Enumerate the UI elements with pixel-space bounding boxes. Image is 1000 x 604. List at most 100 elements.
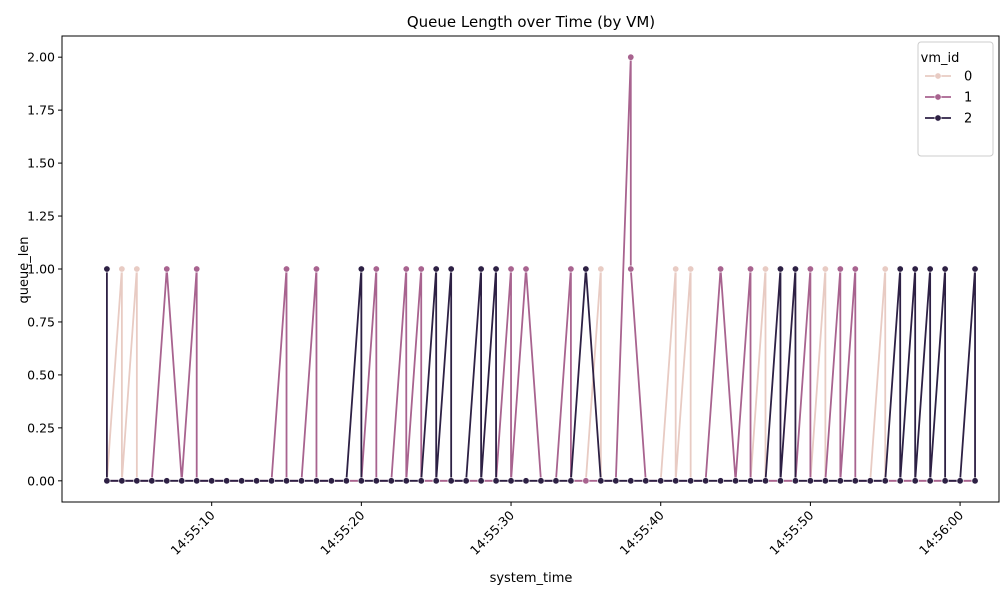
series-1-point bbox=[507, 265, 515, 273]
series-2-point bbox=[312, 477, 320, 485]
series-2-point bbox=[372, 477, 380, 485]
series-2-point bbox=[717, 477, 725, 485]
series-2-point bbox=[477, 265, 485, 273]
series-1-point bbox=[283, 265, 291, 273]
series-2-point bbox=[357, 477, 365, 485]
series-2 bbox=[103, 265, 979, 485]
series-2-point bbox=[507, 477, 515, 485]
series-2-point bbox=[357, 265, 365, 273]
series-2-point bbox=[432, 265, 440, 273]
series-2-point bbox=[283, 477, 291, 485]
series-1-point bbox=[522, 265, 530, 273]
series-2-point bbox=[268, 477, 276, 485]
series-2-point bbox=[492, 265, 500, 273]
x-axis: 14:55:10 14:55:20 14:55:30 14:55:40 14:55:50… bbox=[167, 502, 966, 558]
x-tick-label: 14:55:50 bbox=[766, 507, 816, 557]
series-2-point bbox=[627, 477, 635, 485]
series-2-point bbox=[747, 477, 755, 485]
legend-label: 2 bbox=[964, 112, 972, 127]
series-2-point bbox=[103, 477, 111, 485]
series-2-point bbox=[432, 477, 440, 485]
series-2-point bbox=[911, 477, 919, 485]
series-2-line bbox=[106, 268, 976, 482]
series-2-point bbox=[851, 477, 859, 485]
series-2-point bbox=[896, 477, 904, 485]
series-2-point bbox=[253, 477, 261, 485]
series-0-point bbox=[881, 265, 889, 273]
y-tick-label: 0.00 bbox=[27, 473, 55, 488]
y-tick-label: 0.75 bbox=[27, 314, 55, 329]
y-tick-label: 1.00 bbox=[27, 262, 55, 277]
x-tick-label: 14:55:20 bbox=[317, 507, 367, 557]
y-tick-label: 0.50 bbox=[27, 367, 55, 382]
series-1-point bbox=[193, 265, 201, 273]
series-0-point bbox=[821, 265, 829, 273]
series-2-point bbox=[971, 477, 979, 485]
series-2-point bbox=[776, 477, 784, 485]
series-2-point bbox=[163, 477, 171, 485]
series-2-point bbox=[791, 477, 799, 485]
series-2-point bbox=[417, 477, 425, 485]
series-1-point bbox=[567, 265, 575, 273]
series-layer bbox=[103, 53, 979, 485]
x-tick-label: 14:55:10 bbox=[167, 507, 217, 557]
series-2-point bbox=[327, 477, 335, 485]
series-2-point bbox=[642, 477, 650, 485]
series-2-point bbox=[896, 265, 904, 273]
legend-label: 0 bbox=[964, 70, 972, 85]
series-0-point bbox=[672, 265, 680, 273]
series-2-point bbox=[732, 477, 740, 485]
series-2-point bbox=[911, 265, 919, 273]
series-1-point bbox=[627, 265, 635, 273]
series-2-point bbox=[761, 477, 769, 485]
series-0-point bbox=[761, 265, 769, 273]
series-0-point bbox=[597, 265, 605, 273]
series-2-point bbox=[178, 477, 186, 485]
series-2-point bbox=[148, 477, 156, 485]
chart-title: Queue Length over Time (by VM) bbox=[407, 13, 655, 31]
series-2-point bbox=[941, 477, 949, 485]
series-1-point bbox=[717, 265, 725, 273]
series-0-point bbox=[133, 265, 141, 273]
series-2-point bbox=[387, 477, 395, 485]
series-2-point bbox=[103, 265, 111, 273]
legend: vm_id 0 1 2 bbox=[917, 41, 994, 157]
x-tick-label: 14:55:30 bbox=[467, 507, 517, 557]
series-2-point bbox=[133, 477, 141, 485]
legend-label: 1 bbox=[964, 91, 972, 106]
series-2-point bbox=[297, 477, 305, 485]
series-1-point bbox=[417, 265, 425, 273]
series-2-point bbox=[402, 477, 410, 485]
series-2-point bbox=[941, 265, 949, 273]
series-2-point bbox=[881, 477, 889, 485]
series-2-point bbox=[806, 477, 814, 485]
series-0-point bbox=[687, 265, 695, 273]
y-tick-label: 1.75 bbox=[27, 103, 55, 118]
series-2-point bbox=[597, 477, 605, 485]
series-2-point bbox=[447, 265, 455, 273]
x-tick-label: 14:56:00 bbox=[916, 507, 966, 557]
series-2-point bbox=[702, 477, 710, 485]
series-2-point bbox=[208, 477, 216, 485]
series-2-point bbox=[582, 265, 590, 273]
series-1-point bbox=[806, 265, 814, 273]
series-2-point bbox=[492, 477, 500, 485]
series-0-point bbox=[118, 265, 126, 273]
series-1-line bbox=[106, 56, 976, 482]
series-2-point bbox=[956, 477, 964, 485]
series-2-point bbox=[342, 477, 350, 485]
series-2-point bbox=[522, 477, 530, 485]
series-2-point bbox=[462, 477, 470, 485]
x-axis-label: system_time bbox=[490, 571, 573, 586]
legend-swatch-marker bbox=[934, 93, 942, 101]
series-2-point bbox=[223, 477, 231, 485]
series-2-point bbox=[537, 477, 545, 485]
series-2-point bbox=[776, 265, 784, 273]
series-1-point bbox=[582, 477, 590, 485]
series-1-point bbox=[747, 265, 755, 273]
series-2-point bbox=[687, 477, 695, 485]
legend-box bbox=[917, 41, 994, 157]
series-1-point bbox=[836, 265, 844, 273]
series-2-point bbox=[791, 265, 799, 273]
